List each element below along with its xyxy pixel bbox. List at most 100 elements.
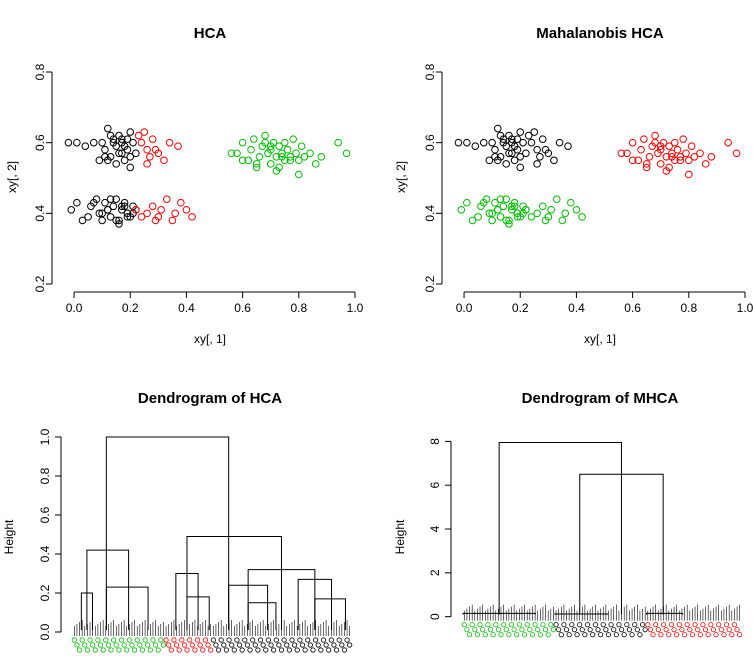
data-point [505,220,513,228]
leaf-label [566,632,572,638]
leaf-label [671,627,677,633]
leaf-label [542,627,549,633]
leaf-label [660,622,667,628]
data-point [488,138,496,147]
data-point [645,153,654,161]
data-point [530,128,539,136]
data-point [656,142,665,150]
data-point [656,145,665,154]
leaf-label [658,632,664,638]
data-point [73,138,81,147]
leaf-label [231,647,237,653]
leaf-label [676,622,682,628]
leaf-label [532,622,538,628]
leaf-label [252,642,258,648]
x-tick-label: 0.4 [178,301,195,315]
leaf-label [71,637,77,643]
dendrogram-merge [175,573,199,630]
data-point [98,209,106,218]
leaf-label [487,627,494,633]
data-point [89,138,98,147]
leaf-label [150,637,156,643]
leaf-label [179,637,185,643]
leaf-label [142,637,148,643]
leaf-label [268,642,274,648]
data-point [342,149,351,158]
x-tick-label: 1.0 [347,301,364,315]
leaf-label [514,632,520,638]
leaf-label [461,622,467,628]
data-point [143,145,151,154]
leaf-label [310,647,316,653]
y-axis-label-mahalanobis: xy[, 2] [394,161,408,193]
leaf-label [716,622,722,628]
data-point [496,131,505,140]
leaf-label [721,632,727,638]
data-point [134,131,143,140]
leaf-label [561,622,567,628]
leaf-label [626,627,633,633]
chart-title-mahalanobis: Mahalanobis HCA [536,25,664,42]
data-point [527,138,536,147]
data-point [510,142,519,150]
leaf-label [273,637,279,643]
leaf-label [584,622,591,628]
leaf-label [84,647,91,653]
leaf-label [213,642,219,648]
leaf-label [466,632,473,638]
panel-hca-scatter: HCA xy[, 1] xy[, 2] 0.0 0.2 0.4 0.6 0.8 1.0 0… [5,25,364,346]
leaf-label [529,632,536,638]
leaf-label [221,642,227,648]
data-point [84,213,92,221]
data-point [162,195,171,203]
leaf-label [653,622,659,628]
data-point [126,163,135,172]
data-point [516,163,525,172]
data-point [289,135,297,143]
leaf-label [247,647,253,653]
data-point [578,213,586,221]
leaf-label [498,632,504,638]
x-axis-label-hca: xy[, 1] [194,332,226,346]
leaf-label [587,627,593,633]
data-point [123,135,132,143]
leaf-label [708,622,714,628]
leaf-label [184,647,190,653]
data-point [640,135,648,143]
leaf-label [571,627,577,633]
data-point [283,145,292,154]
leaf-label [137,642,143,648]
leaf-label [503,627,509,633]
leaf-label [734,627,740,633]
leaf-label [333,647,340,653]
leaf-label [100,647,106,653]
leaf-label [511,627,517,633]
data-point [140,128,149,136]
leaf-label [679,627,685,633]
data-point [488,216,496,225]
panel-dendrogram-hca: Dendrogram of HCA Height 0.0 0.2 0.4 0.6 0.8… [2,390,353,653]
dendrogram-merge [462,612,536,615]
leaf-label [537,632,543,638]
leaf-label [692,622,698,628]
leaf-label [116,647,122,653]
leaf-label [121,642,127,648]
leaf-label [307,642,313,648]
data-point [275,142,283,150]
x-tick-label: 0.6 [624,301,641,315]
leaf-label [647,627,654,633]
leaf-label [613,632,619,638]
y-tick-label: 0.2 [33,275,47,292]
leaf-label [702,627,709,633]
data-point [143,160,151,168]
data-point [538,135,547,143]
leaf-label [655,627,661,633]
data-point [533,160,541,168]
y-tick-label: 4 [428,525,442,532]
leaf-label [168,647,174,653]
data-point [485,209,494,218]
leaf-label [312,637,319,643]
leaf-label [689,632,696,638]
dendrogram-merge [105,436,230,630]
leaf-label [176,647,182,653]
